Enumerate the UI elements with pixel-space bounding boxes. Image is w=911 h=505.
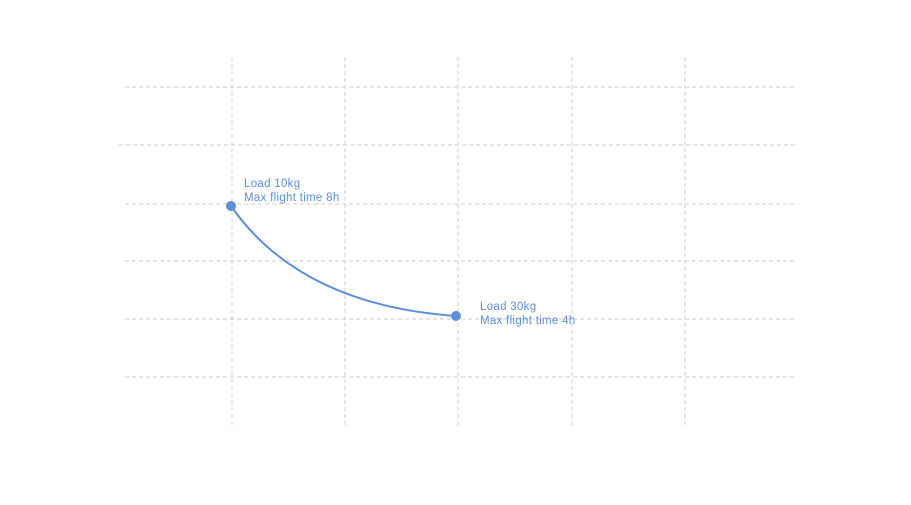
annotation-line: Load 30kg [480,301,536,313]
annotation-line: Load 10kg [244,178,300,190]
curve [230,205,457,317]
annotation-line: Max flight time 8h [244,192,340,204]
annotation-line: Max flight time 4h [480,315,576,327]
grid [119,57,795,425]
point [451,311,461,321]
point [226,201,236,211]
